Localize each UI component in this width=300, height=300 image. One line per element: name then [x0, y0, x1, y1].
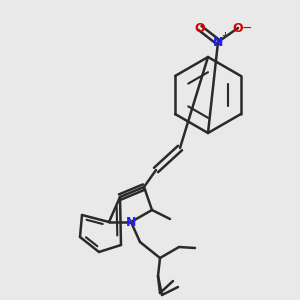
Text: +: + [221, 32, 229, 40]
Text: −: − [242, 22, 252, 34]
Text: O: O [195, 22, 205, 34]
Text: N: N [126, 215, 136, 229]
Text: O: O [233, 22, 243, 34]
Text: N: N [213, 35, 223, 49]
